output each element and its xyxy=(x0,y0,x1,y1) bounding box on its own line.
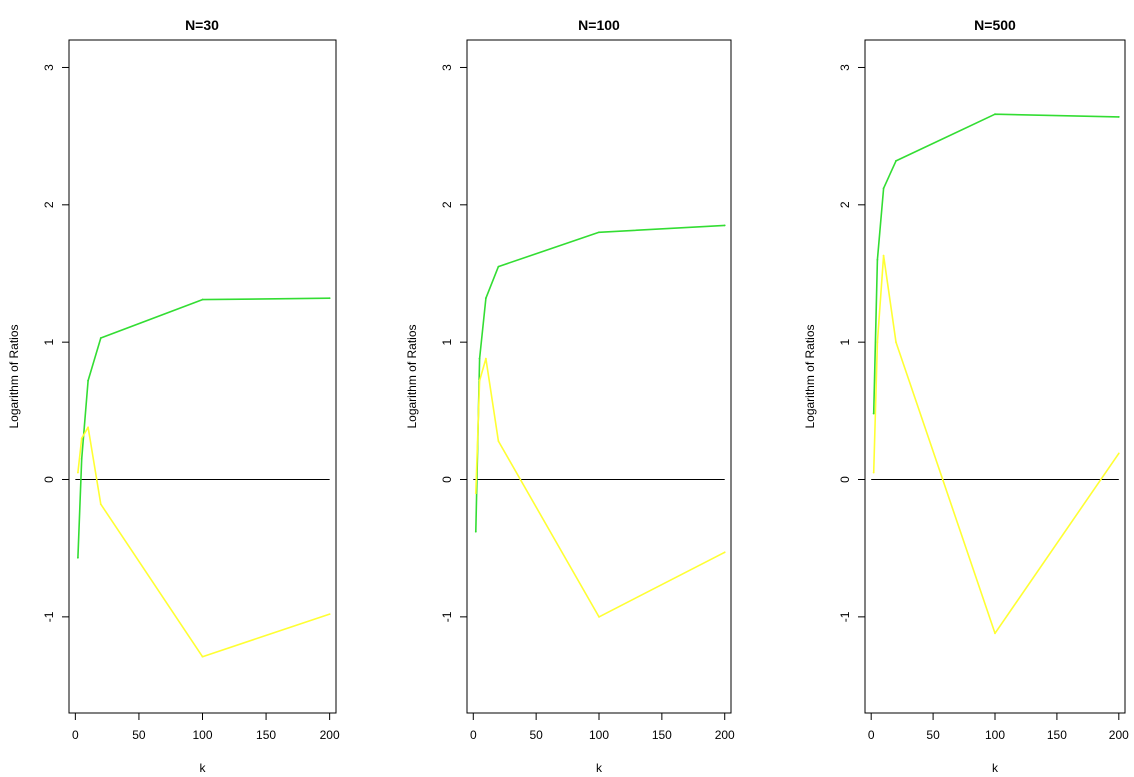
y-tick-label: -1 xyxy=(42,611,56,622)
data-point-yellow-line xyxy=(328,613,331,616)
data-point-green-line xyxy=(723,224,726,227)
data-point-green-line xyxy=(598,231,600,234)
data-point-green-line xyxy=(882,187,885,190)
data-point-green-line xyxy=(474,530,477,533)
series-yellow-line xyxy=(77,426,330,658)
data-point-yellow-line xyxy=(478,379,481,382)
y-tick-label: 0 xyxy=(440,476,454,483)
data-point-green-line xyxy=(497,265,500,268)
x-tick-label: 0 xyxy=(470,728,477,742)
y-tick-label: 3 xyxy=(42,64,56,71)
x-axis-label: k xyxy=(596,761,603,775)
y-tick-label: 3 xyxy=(838,64,852,71)
data-point-yellow-line xyxy=(882,254,885,257)
x-tick-label: 50 xyxy=(926,728,940,742)
y-tick-label: 0 xyxy=(42,476,56,483)
x-tick-label: 50 xyxy=(529,728,543,742)
data-point-yellow-line xyxy=(876,341,879,344)
y-tick-label: 0 xyxy=(838,476,852,483)
data-point-green-line xyxy=(201,298,204,301)
data-point-green-line xyxy=(478,357,481,360)
data-point-yellow-line xyxy=(99,503,102,506)
data-point-yellow-line xyxy=(484,357,487,360)
data-point-green-line xyxy=(895,159,897,162)
y-tick-label: -1 xyxy=(440,611,454,622)
y-tick-label: 1 xyxy=(440,339,454,346)
y-axis-label: Logarithm of Ratios xyxy=(803,324,817,428)
data-point-green-line xyxy=(99,337,102,339)
y-tick-label: 3 xyxy=(440,64,454,71)
x-tick-label: 0 xyxy=(72,728,79,742)
plot-frame xyxy=(466,39,732,714)
data-point-yellow-line xyxy=(87,426,89,429)
series-green-line xyxy=(872,113,1119,414)
x-tick-label: 100 xyxy=(589,728,609,742)
chart-title-n30: N=30 xyxy=(185,17,219,33)
chart-panel-n100: N=100 0 50 100 150 200 -1 0 1 2 3 k Logarithm of Rat… xyxy=(405,17,735,775)
series-green-line xyxy=(475,224,725,532)
data-point-yellow-line xyxy=(994,632,996,635)
x-tick-label: 200 xyxy=(320,728,340,742)
y-tick-label: 1 xyxy=(42,339,56,346)
data-point-yellow-line xyxy=(201,655,204,658)
x-tick-label: 50 xyxy=(132,728,146,742)
y-tick-label: 2 xyxy=(838,201,852,208)
x-tick-label: 150 xyxy=(652,728,672,742)
y-tick-label: 2 xyxy=(42,201,56,208)
data-point-green-line xyxy=(994,113,996,116)
x-tick-label: 0 xyxy=(868,728,875,742)
x-tick-label: 200 xyxy=(715,728,735,742)
y-tick-label: 2 xyxy=(440,201,454,208)
data-point-yellow-line xyxy=(895,341,897,344)
data-point-yellow-line xyxy=(77,471,79,474)
y-axis-label: Logarithm of Ratios xyxy=(7,324,21,428)
data-point-yellow-line xyxy=(80,437,83,440)
data-point-yellow-line xyxy=(497,440,500,442)
x-axis-label: k xyxy=(992,761,999,775)
x-tick-label: 100 xyxy=(192,728,212,742)
chart-title-n500: N=500 xyxy=(974,17,1016,33)
plot-frame xyxy=(864,39,1126,714)
chart-panel-n500: N=500 0 50 100 150 200 -1 0 1 2 3 k Logarithm of Rat… xyxy=(803,17,1129,775)
y-tick-label: -1 xyxy=(838,611,852,622)
data-point-green-line xyxy=(876,258,879,261)
data-point-yellow-line xyxy=(474,492,477,495)
x-tick-label: 150 xyxy=(1047,728,1067,742)
y-tick-label: 1 xyxy=(838,339,852,346)
chart-title-n100: N=100 xyxy=(578,17,620,33)
data-point-green-line xyxy=(87,379,89,382)
data-point-yellow-line xyxy=(1117,452,1120,455)
x-axis-label: k xyxy=(200,761,207,775)
y-axis-label: Logarithm of Ratios xyxy=(405,324,419,428)
x-tick-label: 150 xyxy=(256,728,276,742)
data-point-yellow-line xyxy=(598,615,600,618)
x-tick-label: 100 xyxy=(985,728,1005,742)
data-point-green-line xyxy=(1117,116,1120,118)
x-tick-label: 200 xyxy=(1109,728,1129,742)
plot-frame xyxy=(68,39,337,714)
data-point-green-line xyxy=(77,556,79,559)
data-point-green-line xyxy=(484,297,487,300)
series-yellow-line xyxy=(872,254,1120,635)
data-point-yellow-line xyxy=(723,551,726,554)
data-point-green-line xyxy=(328,297,331,300)
data-point-yellow-line xyxy=(872,471,875,474)
series-yellow-line xyxy=(475,357,726,618)
series-green-line xyxy=(77,297,330,558)
data-point-green-line xyxy=(872,412,875,415)
data-point-green-line xyxy=(80,458,83,460)
chart-panel-n30: N=30 0 50 100 150 200 -1 0 1 2 3 k Logarithm of Rati… xyxy=(7,17,340,775)
